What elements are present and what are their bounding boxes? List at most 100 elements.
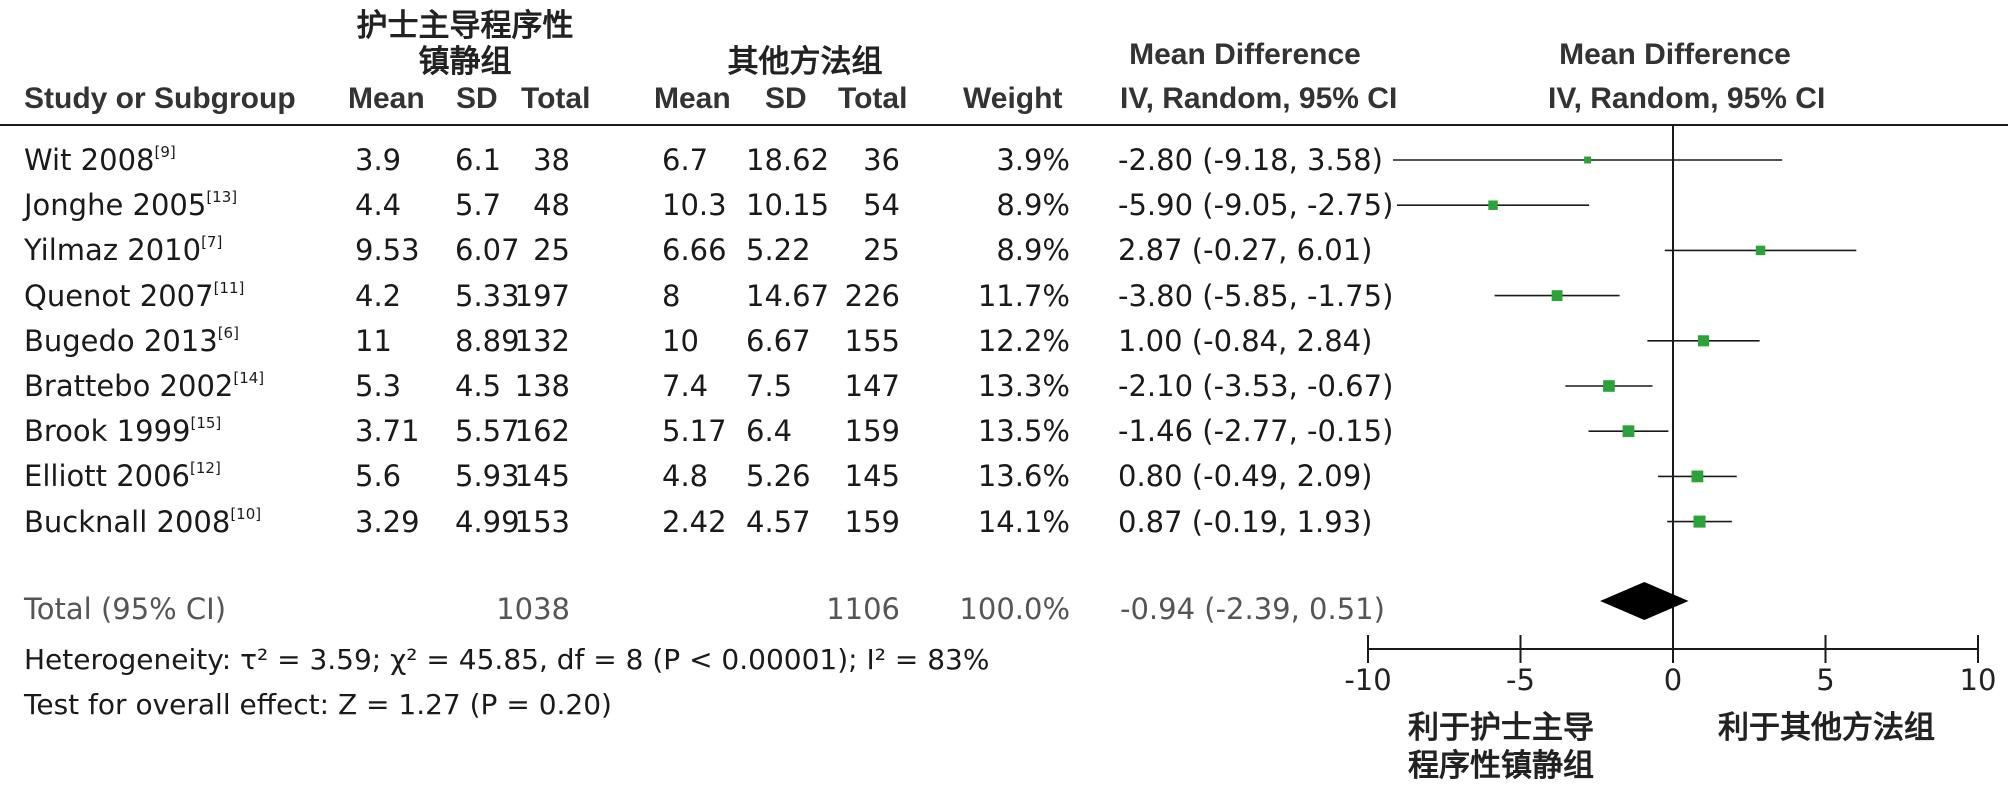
cell-sd2: 5.22 <box>746 233 811 268</box>
cell-sd1: 6.1 <box>455 143 502 177</box>
study-reference: [10] <box>230 504 262 523</box>
header-study: Study or Subgroup <box>24 82 296 115</box>
cell-weight: 13.3% <box>977 369 1070 403</box>
cell-ci: 1.00 (-0.84, 2.84) <box>1118 323 1373 358</box>
cell-sd2: 7.5 <box>746 369 793 403</box>
cell-total1: 162 <box>514 414 570 449</box>
x-tick-label: -5 <box>1506 663 1535 697</box>
cell-mean2: 7.4 <box>662 369 709 403</box>
effect-square <box>1691 470 1704 483</box>
effect-square <box>1755 245 1766 256</box>
group2-title: 其他方法组 <box>727 44 883 80</box>
cell-mean2: 8 <box>662 278 681 313</box>
total-total2: 1106 <box>826 592 900 626</box>
cell-mean1: 3.71 <box>355 414 420 449</box>
study-name-text: Yilmaz 2010 <box>24 233 202 268</box>
cell-sd2: 14.67 <box>746 278 830 313</box>
study-name: Brook 1999[15] <box>24 414 221 448</box>
study-name-text: Elliott 2006 <box>24 459 190 494</box>
study-reference: [11] <box>213 278 245 297</box>
cell-sd2: 6.4 <box>746 414 793 449</box>
study-name-text: Bucknall 2008 <box>24 504 231 539</box>
cell-sd2: 5.26 <box>746 459 811 494</box>
header-ci-right: IV, Random, 95% CI <box>1548 82 1826 115</box>
cell-total2: 155 <box>844 323 900 358</box>
cell-weight: 13.5% <box>977 414 1070 449</box>
cell-sd1: 4.5 <box>455 369 502 403</box>
cell-total1: 197 <box>514 278 570 313</box>
header-ci-left: IV, Random, 95% CI <box>1120 82 1398 115</box>
effect-square <box>1622 425 1635 438</box>
cell-total1: 38 <box>533 143 570 177</box>
header-mean2: Mean <box>654 82 731 115</box>
group1-title-line1: 护士主导程序性 <box>356 8 574 44</box>
study-name: Yilmaz 2010[7] <box>24 233 222 267</box>
study-reference: [6] <box>217 323 239 342</box>
study-name-text: Jonghe 2005 <box>24 188 207 223</box>
pooled-diamond <box>1600 582 1689 620</box>
cell-sd1: 5.7 <box>455 188 502 223</box>
cell-total2: 36 <box>863 143 900 177</box>
heterogeneity-text: Heterogeneity: τ² = 3.59; χ² = 45.85, df… <box>24 643 990 676</box>
x-tick-label: 10 <box>1960 663 1997 697</box>
header-total2: Total <box>838 82 908 115</box>
total-ci: -0.94 (-2.39, 0.51) <box>1120 592 1385 626</box>
cell-total1: 48 <box>533 188 570 223</box>
cell-mean1: 5.6 <box>355 459 402 494</box>
cell-sd1: 5.33 <box>455 278 520 313</box>
cell-total2: 147 <box>844 369 900 403</box>
cell-sd2: 4.57 <box>746 504 811 539</box>
cell-ci: 2.87 (-0.27, 6.01) <box>1118 233 1373 268</box>
cell-ci: -2.80 (-9.18, 3.58) <box>1118 143 1383 177</box>
cell-mean1: 4.2 <box>355 278 402 313</box>
cell-mean2: 4.8 <box>662 459 709 494</box>
total-total1: 1038 <box>496 592 570 626</box>
cell-weight: 12.2% <box>977 323 1070 358</box>
cell-weight: 13.6% <box>977 459 1070 494</box>
total-weight: 100.0% <box>959 592 1070 626</box>
cell-mean1: 3.9 <box>355 143 402 177</box>
cell-total1: 132 <box>514 323 570 358</box>
cell-weight: 8.9% <box>996 233 1070 268</box>
header-sd2: SD <box>765 82 807 115</box>
cell-total2: 159 <box>844 504 900 539</box>
cell-total2: 145 <box>844 459 900 494</box>
effect-square <box>1697 335 1710 347</box>
cell-sd1: 8.89 <box>455 323 520 358</box>
cell-total2: 226 <box>844 278 900 313</box>
effect-square <box>1603 380 1615 392</box>
cell-ci: -3.80 (-5.85, -1.75) <box>1118 278 1394 313</box>
study-name: Bucknall 2008[10] <box>24 505 261 539</box>
study-name: Jonghe 2005[13] <box>24 188 237 222</box>
cell-mean1: 9.53 <box>355 233 420 268</box>
study-reference: [14] <box>233 369 265 387</box>
cell-ci: -1.46 (-2.77, -0.15) <box>1118 414 1394 449</box>
x-tick-label: -10 <box>1344 663 1391 697</box>
cell-sd2: 10.15 <box>746 188 830 223</box>
cell-total1: 153 <box>514 504 570 539</box>
header-sd1: SD <box>456 82 498 115</box>
header-total1: Total <box>521 82 591 115</box>
cell-weight: 14.1% <box>977 504 1070 539</box>
cell-mean2: 6.7 <box>662 143 709 177</box>
study-reference: [13] <box>206 188 238 207</box>
favor-right: 利于其他方法组 <box>1718 710 1935 746</box>
cell-mean1: 4.4 <box>355 188 402 223</box>
cell-weight: 3.9% <box>996 143 1070 177</box>
header-weight: Weight <box>963 82 1063 115</box>
study-name-text: Brook 1999 <box>24 414 191 449</box>
favor-left-line1: 利于护士主导 <box>1408 710 1594 746</box>
study-name-text: Brattebo 2002 <box>24 369 234 403</box>
cell-sd1: 6.07 <box>455 233 520 268</box>
study-name: Bugedo 2013[6] <box>24 324 239 358</box>
cell-total1: 145 <box>514 459 570 494</box>
header-mean1: Mean <box>348 82 425 115</box>
study-name-text: Bugedo 2013 <box>24 323 218 358</box>
study-name-text: Quenot 2007 <box>24 278 214 313</box>
cell-mean1: 3.29 <box>355 504 420 539</box>
cell-mean1: 5.3 <box>355 369 402 403</box>
study-name: Quenot 2007[11] <box>24 279 244 313</box>
cell-mean2: 5.17 <box>662 414 727 449</box>
cell-sd1: 4.99 <box>455 504 520 539</box>
study-reference: [12] <box>190 459 221 478</box>
